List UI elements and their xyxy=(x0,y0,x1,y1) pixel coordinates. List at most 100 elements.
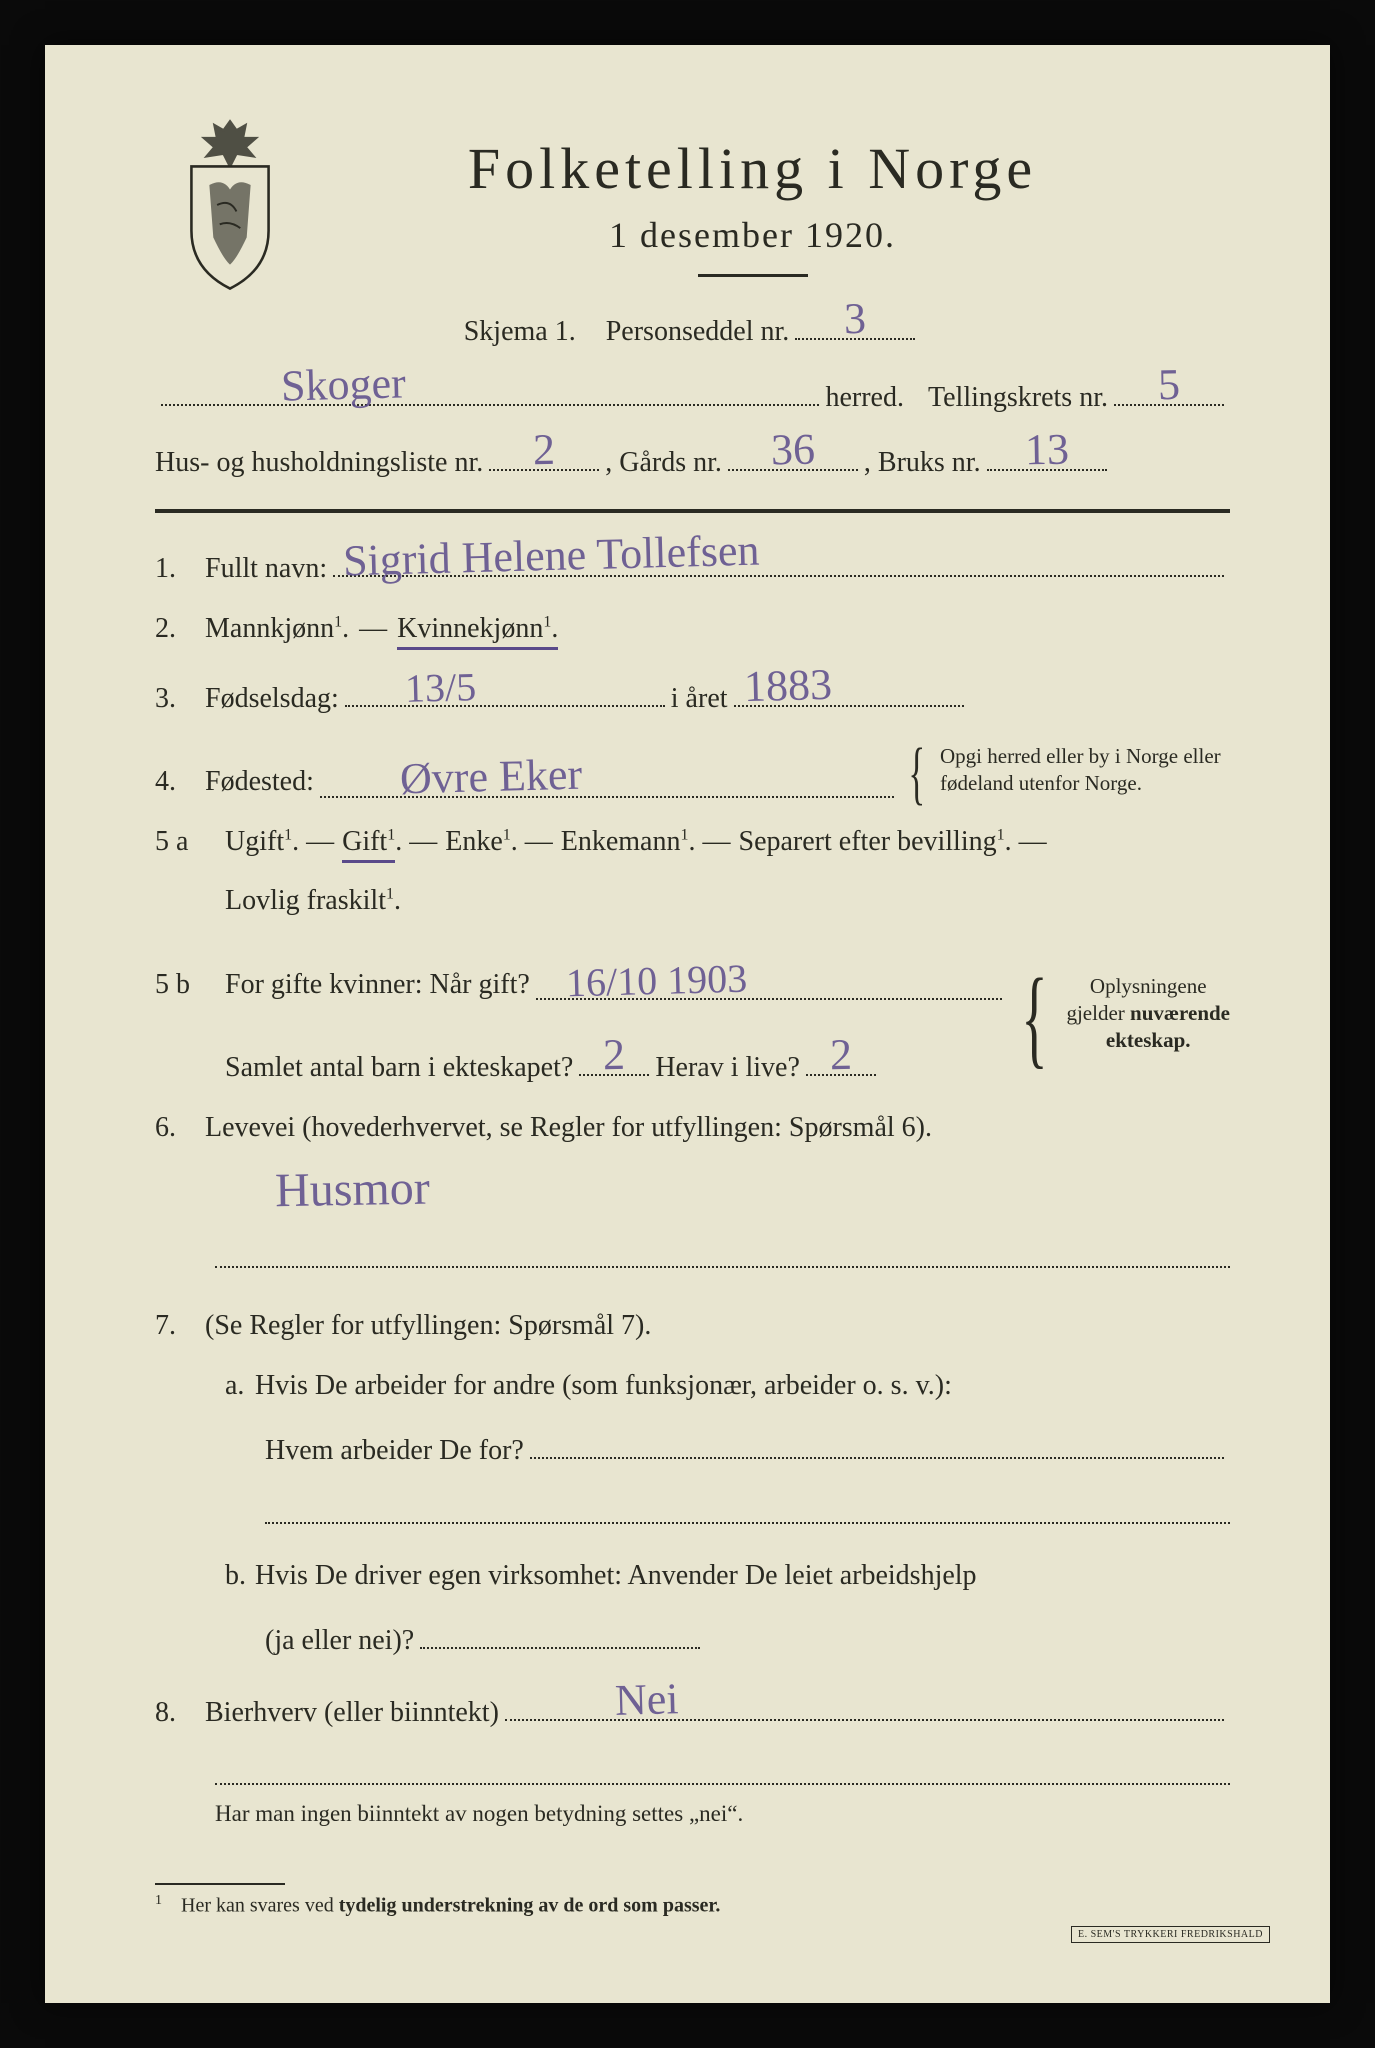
q4-value: Øvre Eker xyxy=(399,748,582,804)
row-q7b-2: (ja eller nei)? xyxy=(155,1620,1230,1657)
q5b-barn-field: 2 xyxy=(579,1046,649,1075)
brace-icon-2: { xyxy=(1021,990,1047,1045)
q1-num: 1. xyxy=(155,553,205,585)
footnote: 1 Her kan svares ved tydelig understrekn… xyxy=(155,1893,1230,1918)
q3-label: Fødselsdag: xyxy=(205,683,339,715)
bruks-value: 13 xyxy=(1024,424,1069,476)
gards-label: , Gårds nr. xyxy=(605,447,722,479)
q7b-l1: Hvis De driver egen virksomhet: Anvender… xyxy=(255,1560,977,1592)
row-household: Hus- og husholdningsliste nr. 2 , Gårds … xyxy=(155,442,1230,479)
personseddel-value: 3 xyxy=(844,293,867,344)
q4-note: Opgi herred eller by i Norge eller fødel… xyxy=(940,743,1230,798)
q1-field: Sigrid Helene Tollefsen xyxy=(333,547,1224,576)
q5b-label1: For gifte kvinner: Når gift? xyxy=(225,969,530,1001)
tellingskrets-field: 5 xyxy=(1114,376,1224,405)
form-header: Folketelling i Norge 1 desember 1920. xyxy=(155,135,1230,277)
liste-field: 2 xyxy=(489,442,599,471)
row-q5a-cont: Lovlig fraskilt1. xyxy=(155,885,1230,917)
row-q7: 7. (Se Regler for utfyllingen: Spørsmål … xyxy=(155,1310,1230,1342)
q2-kvinne: Kvinnekjønn1. xyxy=(397,613,558,650)
q2-kvinne-text: Kvinnekjønn xyxy=(397,613,543,644)
tellingskrets-label: Tellingskrets nr. xyxy=(928,382,1108,414)
herred-label: herred. xyxy=(825,382,904,414)
bruks-label: , Bruks nr. xyxy=(864,447,981,479)
form-title: Folketelling i Norge xyxy=(155,135,1230,202)
q5b-gift-field: 16/10 1903 xyxy=(536,971,1002,1000)
gards-value: 36 xyxy=(770,424,815,476)
q5b-note: Oplysningene gjelder nuværende ekteskap. xyxy=(1066,973,1230,1055)
q4-field: Øvre Eker xyxy=(320,768,895,797)
q5a-gift: Gift1 xyxy=(342,826,395,863)
q8-line-2 xyxy=(215,1769,1230,1786)
q5b-note-l3: ekteskap. xyxy=(1106,1028,1191,1052)
q2-num: 2. xyxy=(155,613,205,645)
q5b-note-l1: Oplysningene xyxy=(1090,974,1207,998)
q7b-l2: (ja eller nei)? xyxy=(265,1625,414,1657)
q5b-gift-value: 16/10 1903 xyxy=(565,955,747,1007)
brace-icon: { xyxy=(909,749,926,798)
q7a-l1: Hvis De arbeider for andre (som funksjon… xyxy=(255,1370,952,1402)
q5b-label2: Samlet antal barn i ekteskapet? xyxy=(225,1052,573,1084)
q5b-barn-value: 2 xyxy=(603,1029,626,1080)
q5a-separert: Separert efter bevilling1 xyxy=(739,826,1005,858)
liste-value: 2 xyxy=(533,424,556,475)
skjema-label: Skjema 1. xyxy=(464,316,576,348)
q4-label: Fødested: xyxy=(205,766,314,798)
q6-line-2 xyxy=(215,1251,1230,1268)
row-district: Skoger herred. Tellingskrets nr. 5 xyxy=(155,376,1230,413)
q5b-label3: Herav i live? xyxy=(655,1052,800,1084)
q8-value: Nei xyxy=(614,1673,679,1726)
q4-num: 4. xyxy=(155,766,205,798)
row-q5b-1: 5 b For gifte kvinner: Når gift? 16/10 1… xyxy=(155,945,1230,1027)
q5a-fraskilt: Lovlig fraskilt1. xyxy=(225,885,401,917)
q5a-enke-text: Enke xyxy=(445,826,503,857)
q2-mann: Mannkjønn1. xyxy=(205,613,349,645)
q2-sep: — xyxy=(359,613,387,645)
personseddel-label: Personseddel nr. xyxy=(606,316,790,348)
q7a-field xyxy=(530,1430,1224,1459)
q5b-note-l2b: nuværende xyxy=(1130,1001,1230,1025)
q8-num: 8. xyxy=(155,1697,205,1729)
form-subtitle: 1 desember 1920. xyxy=(155,214,1230,256)
q7-label: (Se Regler for utfyllingen: Spørsmål 7). xyxy=(205,1310,651,1342)
section-divider-1 xyxy=(155,509,1230,513)
q7a-num: a. xyxy=(215,1370,255,1402)
q5a-enkemann-text: Enkemann xyxy=(561,826,681,857)
bruks-field: 13 xyxy=(987,442,1107,471)
row-form-id: Skjema 1. Personseddel nr. 3 xyxy=(155,311,1230,348)
q7a-l2: Hvem arbeider De for? xyxy=(265,1435,524,1467)
q3-day-value: 13/5 xyxy=(404,663,476,712)
title-rule xyxy=(698,274,808,277)
q6-num: 6. xyxy=(155,1112,205,1144)
row-q1: 1. Fullt navn: Sigrid Helene Tollefsen xyxy=(155,547,1230,584)
row-q7b-1: b. Hvis De driver egen virksomhet: Anven… xyxy=(155,1560,1230,1592)
q5a-ugift-text: Ugift xyxy=(225,826,284,857)
q2-mann-text: Mannkjønn xyxy=(205,613,334,644)
note8: Har man ingen biinntekt av nogen betydni… xyxy=(155,1801,1230,1827)
footnote-text-a: Her kan svares ved xyxy=(181,1895,339,1917)
footnote-rule xyxy=(155,1883,285,1885)
q7b-num: b. xyxy=(215,1560,255,1592)
q5a-sep1: . — xyxy=(292,826,334,858)
q3-year-value: 1883 xyxy=(743,659,832,712)
row-q5a: 5 a Ugift1 . — Gift1 . — Enke1 . — Enkem… xyxy=(155,826,1230,863)
q7a-line-2 xyxy=(265,1507,1230,1524)
q3-year-label: i året xyxy=(671,683,728,715)
row-q7a-2: Hvem arbeider De for? xyxy=(155,1430,1230,1467)
footnote-num: 1 xyxy=(155,1893,162,1908)
household-label: Hus- og husholdningsliste nr. xyxy=(155,447,483,479)
tellingskrets-value: 5 xyxy=(1158,359,1181,410)
q5a-sep3: . — xyxy=(511,826,553,858)
q7b-field xyxy=(420,1620,700,1649)
q6-label: Levevei (hovederhvervet, se Regler for u… xyxy=(205,1112,932,1144)
herred-value: Skoger xyxy=(280,357,406,411)
q5a-separert-text: Separert efter bevilling xyxy=(739,826,997,857)
q7-num: 7. xyxy=(155,1310,205,1342)
row-q7a-1: a. Hvis De arbeider for andre (som funks… xyxy=(155,1370,1230,1402)
q6-value: Husmor xyxy=(155,1146,1231,1220)
q5b-num: 5 b xyxy=(155,969,225,1001)
row-q2: 2. Mannkjønn1. — Kvinnekjønn1. xyxy=(155,613,1230,650)
census-form-page: Folketelling i Norge 1 desember 1920. Sk… xyxy=(45,45,1330,2003)
q5a-sep4: . — xyxy=(689,826,731,858)
q5a-sep2: . — xyxy=(395,826,437,858)
